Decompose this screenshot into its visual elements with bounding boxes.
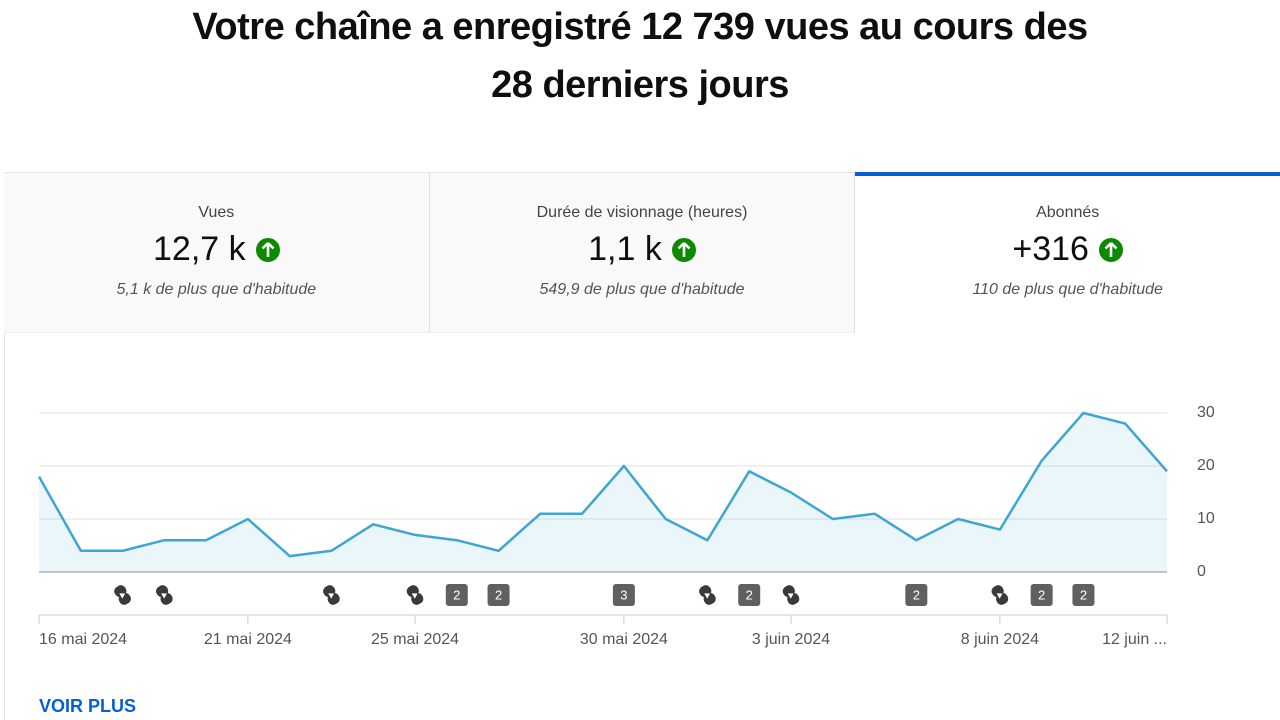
line (37, 411, 1168, 558)
metric-tabs: Vues 12,7 k 5,1 k de plus que d'habitude… (4, 172, 1280, 333)
tab-label: Abonnés (1036, 204, 1100, 221)
x-tick-label: 16 mai 2024 (39, 631, 127, 648)
icon-part (411, 593, 418, 599)
x-tick-label: 12 juin ... (1102, 631, 1167, 648)
badge-label: 2 (746, 587, 753, 602)
x-tick-label: 3 juin 2024 (752, 631, 830, 648)
icon-part (328, 593, 335, 599)
page-title: Votre chaîne a enregistré 12 739 vues au… (0, 0, 1280, 114)
shorts-icon (155, 585, 173, 605)
badge-label: 2 (1080, 587, 1087, 602)
badge-label: 2 (913, 587, 920, 602)
up-icon (671, 237, 696, 262)
publication-badge (1030, 584, 1053, 606)
area (39, 413, 1167, 572)
tab-label: Durée de visionnage (heures) (536, 204, 748, 221)
y-tick-label: 0 (1197, 563, 1206, 580)
up-icon (1098, 237, 1123, 262)
up-icon (255, 237, 280, 262)
shorts-icon (699, 585, 716, 605)
publication-badge (905, 584, 928, 606)
publication-badge (738, 584, 761, 606)
shorts-icon (323, 585, 340, 605)
badge-label: 2 (495, 587, 502, 602)
shorts-icon (114, 585, 131, 605)
x-tick-label: 25 mai 2024 (371, 631, 459, 648)
y-tick-label: 10 (1197, 510, 1215, 527)
x-tick-label: 30 mai 2024 (580, 631, 668, 648)
title-line: 28 derniers jours (491, 64, 789, 106)
publication-badge (445, 584, 468, 606)
tab-value: +316 (855, 230, 1280, 269)
panel-border (4, 172, 5, 720)
chart: 0 10 20 30 16 mai 2024 21 mai 2024 25 mai 2024… (37, 404, 1215, 648)
tab-value: 1,1 k (430, 230, 855, 269)
x-tick-label: 8 juin 2024 (961, 631, 1039, 648)
see-more-link[interactable]: VOIR PLUS (39, 696, 137, 716)
value-text: +316 (1012, 230, 1089, 268)
tab-note: 549,9 de plus que d'habitude (539, 281, 745, 298)
badge-label: 2 (1038, 587, 1045, 602)
icon-part (704, 593, 711, 599)
tab-label: Vues (198, 204, 235, 221)
shorts-icon (782, 585, 800, 605)
badge-label: 2 (453, 587, 460, 602)
shorts-icon (406, 585, 424, 605)
tab-note: 110 de plus que d'habitude (972, 281, 1163, 298)
metric-tab[interactable]: Durée de visionnage (heures) 1,1 k 549,9… (429, 173, 856, 333)
metric-tab[interactable]: Vues 12,7 k 5,1 k de plus que d'habitude (4, 173, 430, 333)
icon-part (161, 593, 167, 599)
icon-part (996, 593, 1003, 599)
badge-label: 3 (620, 587, 627, 602)
y-tick-label: 30 (1197, 404, 1215, 421)
metric-tab[interactable]: Abonnés +316 110 de plus que d'habitude (855, 172, 1280, 333)
tab-value: 12,7 k (4, 230, 429, 269)
value-text: 1,1 k (588, 230, 662, 268)
title-line: Votre chaîne a enregistré 12 739 vues au… (192, 6, 1088, 48)
publication-badge (487, 584, 510, 606)
publication-badge (612, 584, 635, 606)
x-tick-label: 21 mai 2024 (204, 631, 292, 648)
publication-badge (1072, 584, 1095, 606)
icon-part (119, 593, 126, 599)
value-text: 12,7 k (153, 230, 246, 268)
icon-part (787, 593, 794, 599)
y-tick-label: 20 (1197, 457, 1215, 474)
tab-note: 5,1 k de plus que d'habitude (116, 281, 317, 298)
shorts-icon (991, 585, 1009, 605)
